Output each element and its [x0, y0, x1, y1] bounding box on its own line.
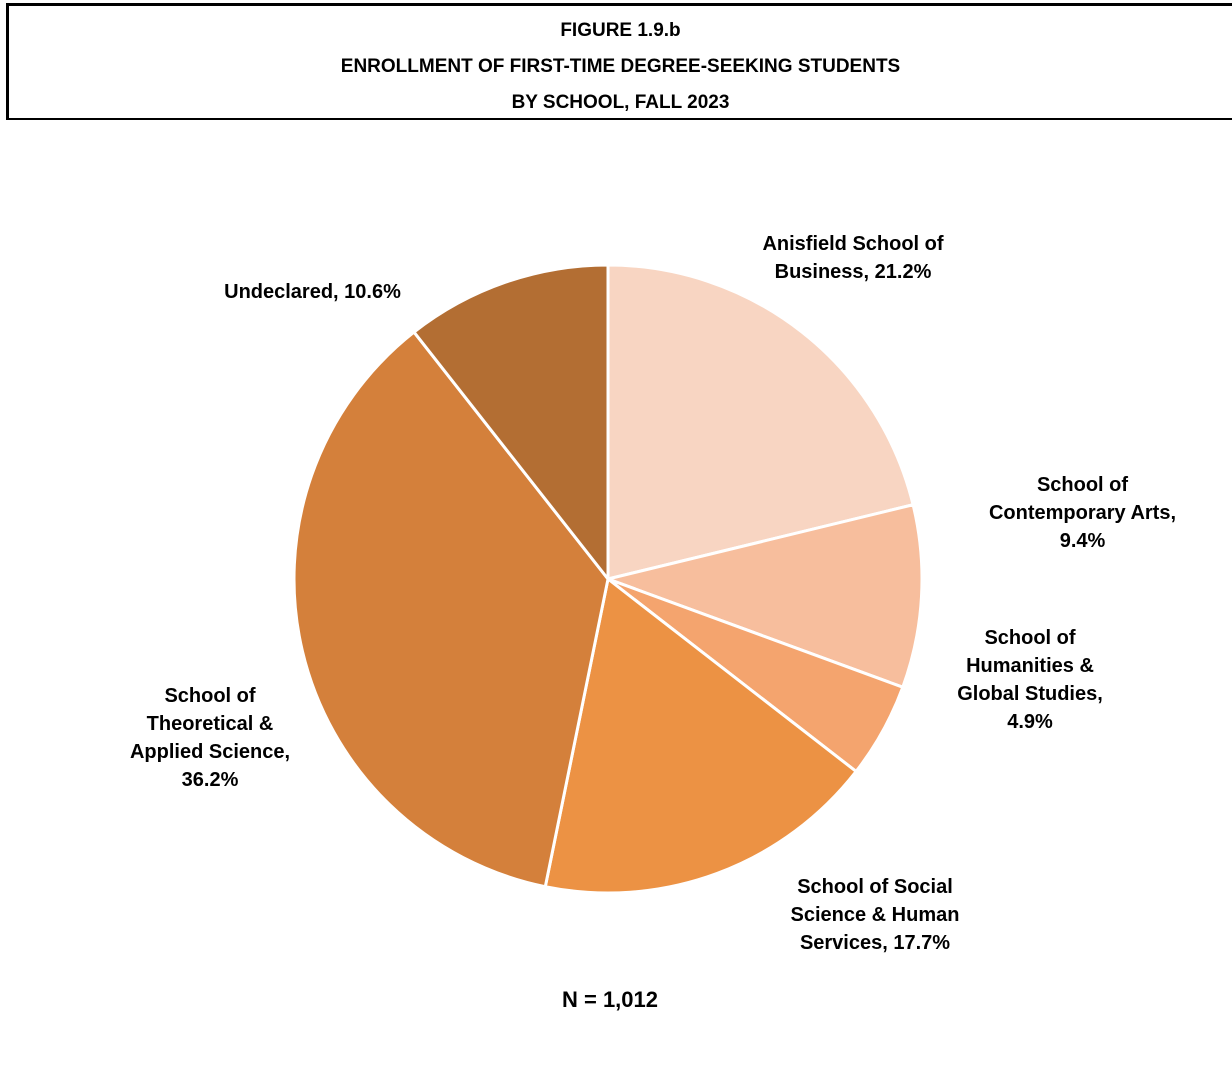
- pie-slice-social-science-human-services: [543, 577, 858, 895]
- slice-label-social-science-human-services: School of Social Science & Human Service…: [790, 876, 960, 954]
- figure-number: FIGURE 1.9.b: [560, 20, 681, 41]
- slice-label-anisfield-business: Anisfield School of Business, 21.2%: [762, 233, 944, 283]
- figure-header: FIGURE 1.9.b ENROLLMENT OF FIRST-TIME DE…: [6, 3, 1232, 120]
- pie-slice-anisfield-business: [606, 263, 915, 581]
- pie-slice-undeclared: [412, 263, 610, 581]
- slice-label-contemporary-arts: School of Contemporary Arts, 9.4%: [988, 474, 1177, 552]
- figure-title-line-1: ENROLLMENT OF FIRST-TIME DEGREE-SEEKING …: [340, 56, 901, 77]
- slice-label-theoretical-applied-science: School of Theoretical & Applied Science,…: [129, 685, 291, 791]
- sample-size-note: N = 1,012: [561, 987, 658, 1012]
- slice-label-undeclared: Undeclared, 10.6%: [224, 281, 401, 303]
- pie-slice-theoretical-applied-science: [292, 330, 610, 889]
- slice-label-humanities-global-studies: School of Humanities & Global Studies, 4…: [957, 627, 1103, 733]
- pie-slice-contemporary-arts: [606, 503, 924, 689]
- figure-title-line-2: BY SCHOOL, FALL 2023: [511, 92, 730, 113]
